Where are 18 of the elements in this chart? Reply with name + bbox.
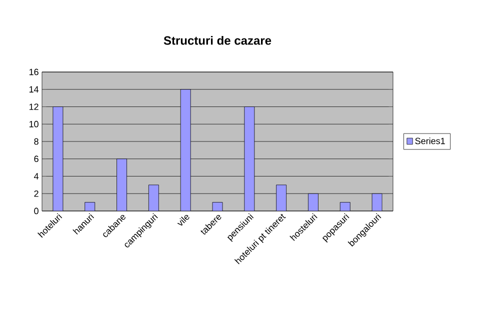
x-tick-label: vile [177,214,190,226]
bar [276,184,287,211]
y-tick-label: 0 [34,208,38,214]
bar [116,158,127,211]
chart-title: Structuri de cazare [164,36,272,45]
y-tick-label: 6 [34,156,38,162]
y-tick-label: 12 [29,104,38,110]
y-tick-label: 16 [29,68,38,76]
bar [148,184,159,211]
y-tick-label: 14 [29,86,39,92]
bar [308,193,318,211]
y-tick-label: 10 [29,120,38,128]
y-tick-label: 8 [34,138,38,145]
y-tick-label: 2 [34,190,38,197]
bar [244,106,255,211]
y-tick-label: 4 [34,173,39,180]
legend-label: Series1 [415,138,445,144]
bar [180,89,191,211]
